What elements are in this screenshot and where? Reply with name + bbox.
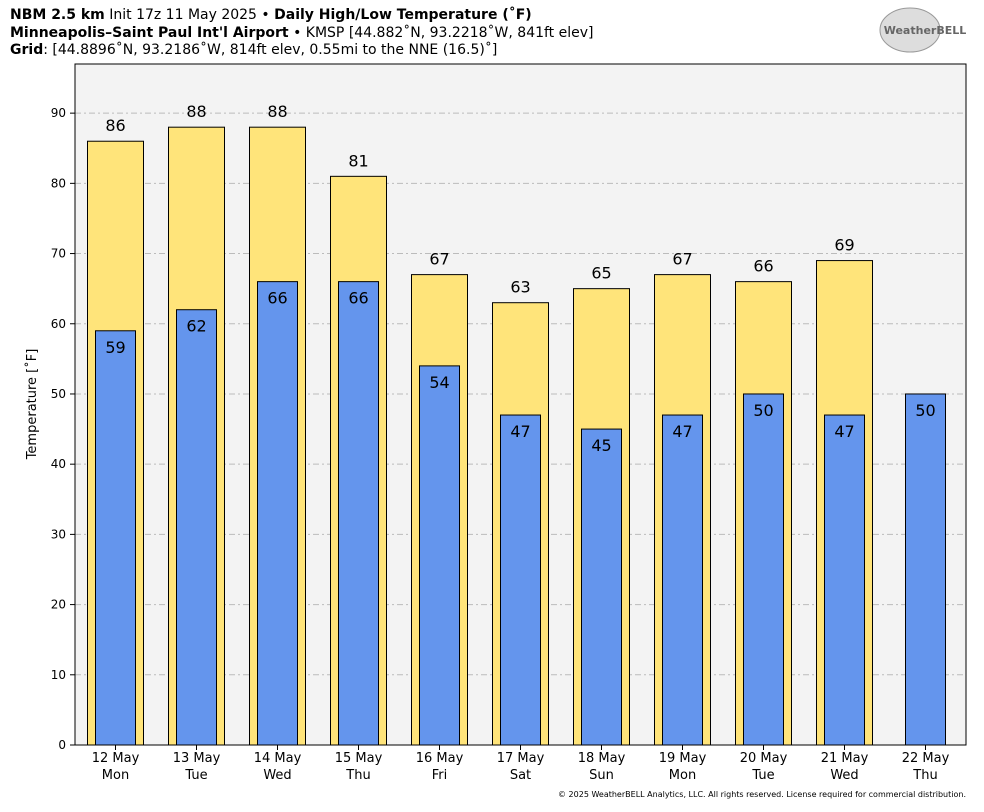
title-line1: NBM 2.5 km Init 17z 11 May 2025 • Daily … xyxy=(10,6,532,23)
x-tick-label: Tue xyxy=(184,768,207,783)
bar xyxy=(662,414,703,746)
value-label: 66 xyxy=(267,289,287,308)
value-label: 81 xyxy=(348,151,368,170)
value-label: 69 xyxy=(834,236,854,255)
y-tick-label: 40 xyxy=(51,457,66,471)
title-part: • KMSP [44.882˚N, 93.2218˚W, 841ft elev] xyxy=(289,24,594,41)
x-tick-label: Mon xyxy=(102,768,129,783)
x-tick-label: Thu xyxy=(345,768,370,783)
x-tick-label: Tue xyxy=(751,768,774,783)
value-label: 65 xyxy=(591,264,611,283)
title-part: NBM 2.5 km xyxy=(10,7,105,23)
value-label: 45 xyxy=(591,436,611,455)
value-label: 67 xyxy=(429,250,449,269)
logo-mark xyxy=(879,7,941,53)
x-tick-label: 17 May xyxy=(497,751,545,766)
bar xyxy=(824,414,865,746)
title-part: Init 17z 11 May 2025 • xyxy=(105,7,274,23)
x-tick-label: 20 May xyxy=(740,751,788,766)
value-label: 47 xyxy=(834,422,854,441)
value-label: 88 xyxy=(186,102,206,121)
title-part: : [44.8896˚N, 93.2186˚W, 814ft elev, 0.5… xyxy=(43,41,497,58)
title-line3: Grid: [44.8896˚N, 93.2186˚W, 814ft elev,… xyxy=(10,41,497,58)
title-part: Minneapolis–Saint Paul Int'l Airport xyxy=(10,25,289,41)
y-tick-label: 10 xyxy=(51,668,66,682)
y-tick-label: 30 xyxy=(51,527,66,541)
y-tick-label: 0 xyxy=(58,738,66,752)
value-label: 59 xyxy=(105,338,125,357)
bar xyxy=(905,393,946,746)
x-tick-label: Mon xyxy=(669,768,696,783)
x-tick-label: Fri xyxy=(432,768,448,783)
y-tick-label: 80 xyxy=(51,176,66,190)
bar xyxy=(95,330,136,746)
value-label: 66 xyxy=(348,289,368,308)
value-label: 50 xyxy=(915,401,935,420)
value-label: 86 xyxy=(105,116,125,135)
value-label: 50 xyxy=(753,401,773,420)
title-part: Grid xyxy=(10,42,43,58)
y-tick-label: 20 xyxy=(51,598,66,612)
value-label: 66 xyxy=(753,257,773,276)
x-tick-label: 14 May xyxy=(254,751,302,766)
bar xyxy=(257,281,298,746)
x-tick-label: 12 May xyxy=(92,751,140,766)
x-tick-label: Sun xyxy=(589,768,614,783)
bar xyxy=(500,414,541,746)
x-tick-label: Sat xyxy=(510,768,531,783)
value-label: 47 xyxy=(510,422,530,441)
title-line2: Minneapolis–Saint Paul Int'l Airport • K… xyxy=(10,24,594,41)
plot: 86 88 88 81 67 63 65 67 66 69 59 62 66 66 54 47 45 47 50 47… xyxy=(75,102,966,746)
x-tick-label: 22 May xyxy=(902,751,950,766)
x-tick-label: 15 May xyxy=(335,751,383,766)
bar xyxy=(338,281,379,746)
bar xyxy=(176,309,217,746)
value-label: 47 xyxy=(672,422,692,441)
x-tick-label: 13 May xyxy=(173,751,221,766)
y-axis-label: Temperature [˚F] xyxy=(24,349,40,461)
logo: WeatherBELL xyxy=(884,24,967,37)
x-tick-label: 16 May xyxy=(416,751,464,766)
y-tick-label: 90 xyxy=(51,106,66,120)
y-tick-label: 50 xyxy=(51,387,66,401)
footer: © 2025 WeatherBELL Analytics, LLC. All r… xyxy=(558,790,966,799)
x-tick-label: Wed xyxy=(830,768,858,783)
x-tick-label: Wed xyxy=(263,768,291,783)
value-label: 63 xyxy=(510,278,530,297)
bar xyxy=(419,365,460,746)
x-tick-label: 19 May xyxy=(659,751,707,766)
x-tick-label: 21 May xyxy=(821,751,869,766)
x-tick-label: Thu xyxy=(912,768,937,783)
bar xyxy=(743,393,784,746)
x-tick-label: 18 May xyxy=(578,751,626,766)
bar xyxy=(581,428,622,746)
y-tick-label: 70 xyxy=(51,247,66,261)
value-label: 88 xyxy=(267,102,287,121)
value-label: 62 xyxy=(186,317,206,336)
value-label: 67 xyxy=(672,250,692,269)
title-part: Daily High/Low Temperature (˚F) xyxy=(274,6,532,23)
y-tick-label: 60 xyxy=(51,317,66,331)
value-label: 54 xyxy=(429,373,449,392)
